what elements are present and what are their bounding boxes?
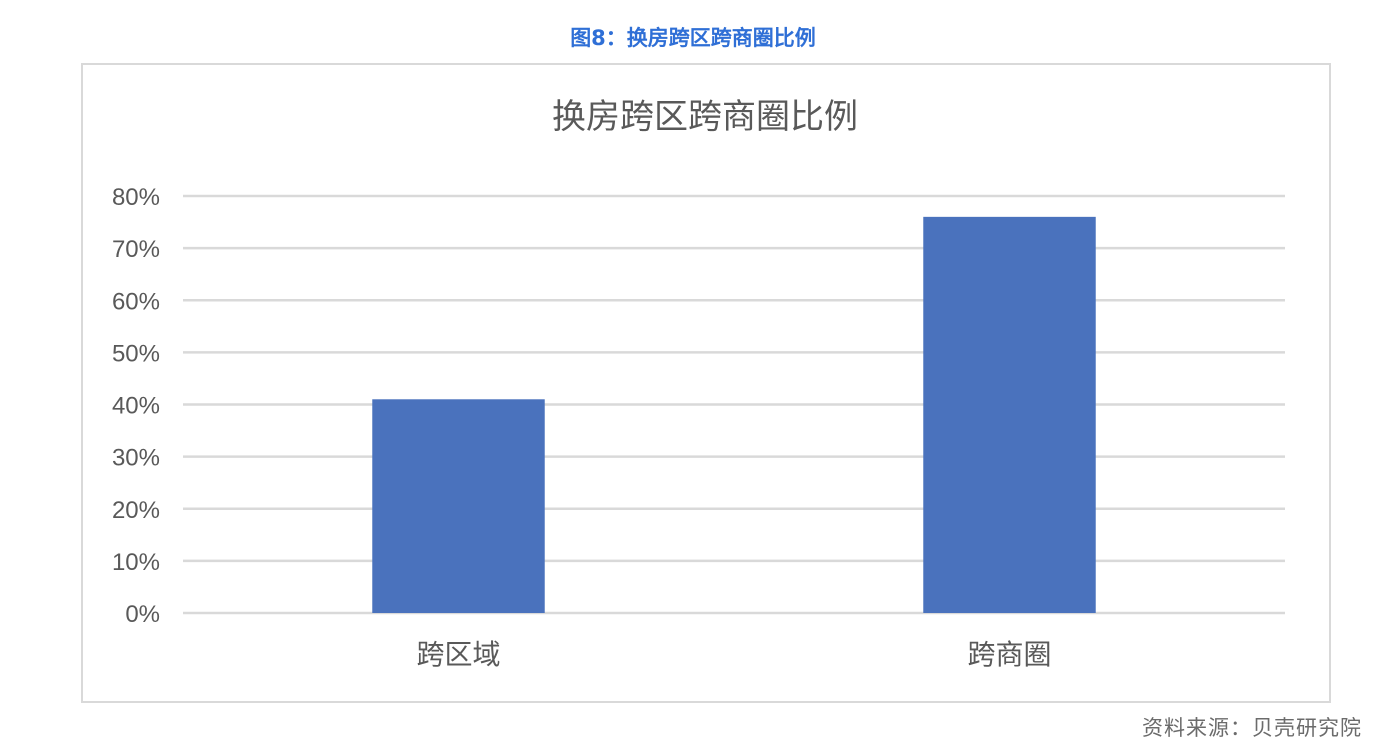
y-tick-label: 40% (112, 393, 160, 420)
y-tick-label: 80% (112, 184, 160, 211)
y-tick-label: 0% (125, 601, 160, 628)
source-note: 资料来源：贝壳研究院 (1142, 716, 1362, 740)
y-tick-label: 30% (112, 445, 160, 472)
bar-跨商圈 (923, 216, 1096, 613)
y-tick-label: 70% (112, 236, 160, 263)
chart-title: 换房跨区跨商圈比例 (552, 97, 858, 137)
chart-frame (81, 63, 1331, 703)
y-tick-label: 60% (112, 288, 160, 315)
y-tick-label: 10% (112, 549, 160, 576)
y-tick-label: 50% (112, 340, 160, 367)
y-tick-label: 20% (112, 497, 160, 524)
bar-跨区域 (372, 399, 545, 613)
figure-title: 图8：换房跨区跨商圈比例 (570, 26, 816, 50)
x-category-label: 跨商圈 (967, 638, 1051, 671)
x-category-label: 跨区域 (416, 638, 500, 671)
